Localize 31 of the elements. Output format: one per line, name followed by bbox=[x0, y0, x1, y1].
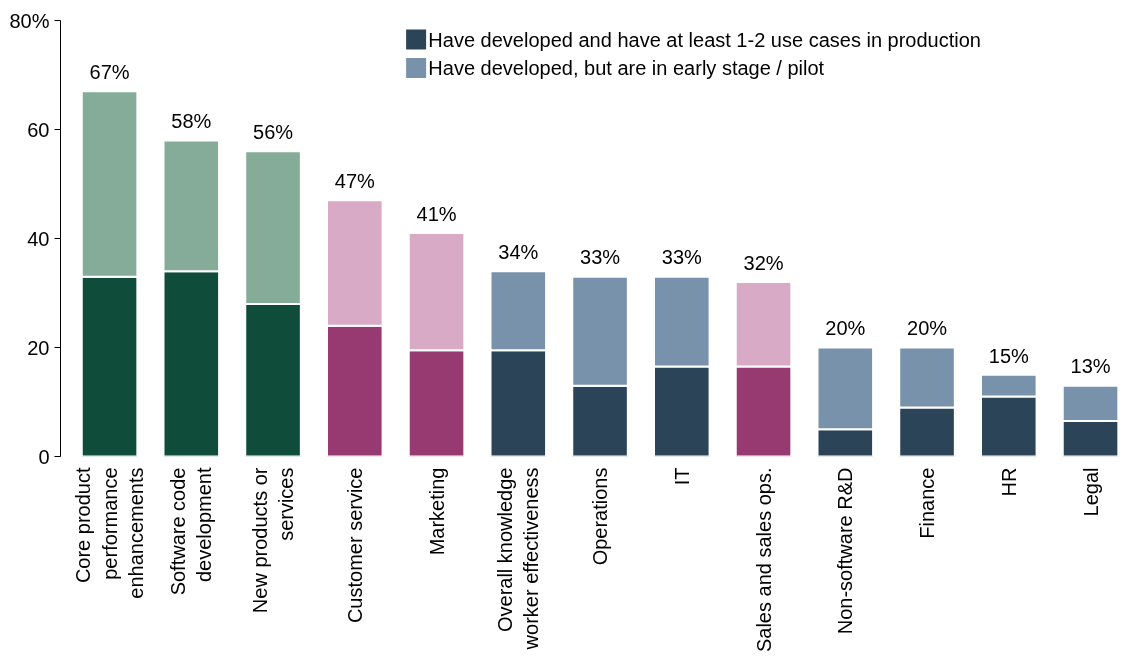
total-label: 41% bbox=[416, 202, 457, 225]
total-label: 58% bbox=[171, 110, 212, 133]
total-label: 67% bbox=[89, 61, 130, 84]
x-tick-label: Core product performance enhancements bbox=[72, 467, 147, 599]
total-label: 33% bbox=[661, 246, 703, 269]
y-tick-label: 60 bbox=[27, 118, 50, 141]
total-label: 20% bbox=[907, 317, 948, 340]
x-tick-label: Operations bbox=[589, 467, 612, 566]
total-label: 34% bbox=[498, 241, 539, 264]
y-tick-label: 80% bbox=[9, 9, 50, 32]
x-tick-label: IT bbox=[670, 467, 693, 486]
y-tick-label: 20 bbox=[27, 336, 50, 359]
total-label: 20% bbox=[825, 317, 866, 340]
total-label: 56% bbox=[253, 121, 294, 144]
x-tick-label: Marketing bbox=[425, 467, 448, 556]
total-label: 47% bbox=[334, 170, 376, 193]
x-tick-label: Overall knowledge worker effectiveness bbox=[494, 467, 543, 651]
total-label: 15% bbox=[988, 344, 1030, 367]
x-tick-label: HR bbox=[997, 467, 1020, 497]
x-tick-label: Sales and sales ops. bbox=[752, 467, 775, 653]
total-label: 32% bbox=[743, 251, 784, 274]
total-label: 13% bbox=[1070, 355, 1111, 378]
legend-label: Have developed and have at least 1-2 use cases in production bbox=[428, 28, 981, 51]
y-tick-label: 0 bbox=[38, 445, 50, 468]
y-tick-label: 40 bbox=[27, 227, 50, 250]
x-tick-label: Finance bbox=[916, 467, 939, 539]
total-label: 33% bbox=[580, 246, 621, 269]
legend-label: Have developed, but are in early stage / pilot bbox=[428, 56, 825, 79]
x-tick-label: Non-software R&D bbox=[834, 467, 857, 635]
x-tick-label: Customer service bbox=[343, 467, 366, 624]
x-tick-label: Legal bbox=[1079, 467, 1102, 517]
